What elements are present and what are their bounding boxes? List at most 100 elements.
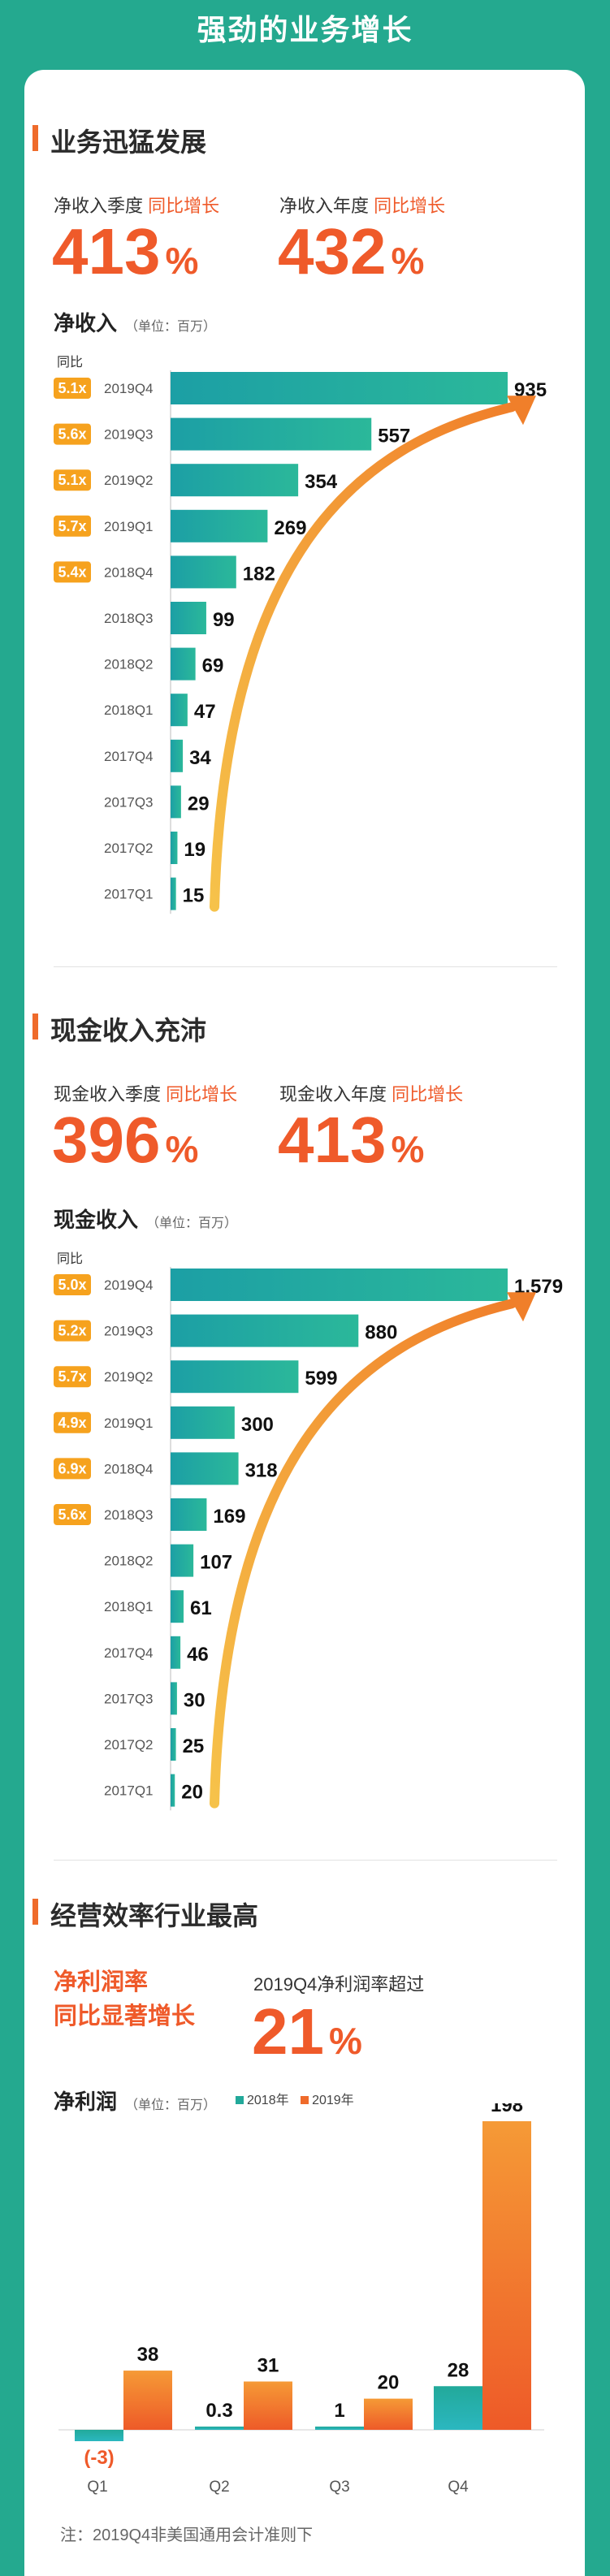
value-label: 198	[491, 2103, 523, 2116]
category-label: Q4	[448, 2479, 469, 2496]
bar-2018	[315, 2427, 364, 2430]
value-label: 28	[448, 2359, 469, 2381]
chart1-unit: （单位：百万）	[125, 320, 217, 334]
legend-2018-swatch	[236, 2096, 244, 2104]
bar-2018	[75, 2430, 123, 2441]
category-label: 2017Q1	[104, 887, 154, 902]
category-label: Q2	[209, 2479, 229, 2496]
page-title: 强劲的业务增长	[197, 13, 413, 46]
kpi2-year-number: 413	[278, 1104, 387, 1176]
value-label: 19	[184, 839, 205, 861]
chart1-title-text: 净收入	[54, 311, 118, 335]
yoy-badge	[54, 1504, 91, 1525]
bar	[171, 1498, 207, 1531]
margin-headline: 净利润率 同比显著增长	[54, 1965, 195, 2034]
kpi2-quarter-label-text: 现金收入季度	[54, 1084, 162, 1104]
category-label: 2019Q1	[104, 519, 154, 534]
yoy-badge	[54, 469, 91, 491]
value-label: 99	[213, 609, 235, 631]
category-label: Q3	[329, 2479, 349, 2496]
legend-2018-label: 2018年	[247, 2094, 289, 2107]
category-label: 2018Q1	[104, 1599, 154, 1614]
category-label: 2018Q4	[104, 1461, 154, 1476]
value-label: 0.3	[205, 2400, 232, 2422]
category-label: 2018Q2	[104, 1554, 154, 1569]
value-label: 269	[274, 517, 306, 539]
kpi-year-label: 净收入年度 同比增长	[279, 192, 445, 218]
category-label: 2017Q2	[104, 1737, 154, 1753]
bar	[171, 464, 299, 497]
category-label: 2019Q4	[104, 1277, 154, 1293]
value-label: 169	[213, 1506, 245, 1528]
yoy-badge	[54, 378, 91, 399]
section-divider	[54, 966, 557, 967]
bar-2019	[482, 2121, 531, 2430]
bar	[171, 1544, 194, 1577]
value-label: 31	[257, 2355, 279, 2377]
kpi-quarter-number: 413	[52, 215, 161, 287]
bar-2019	[364, 2398, 413, 2430]
value-label: (-3)	[84, 2447, 114, 2469]
category-label: 2018Q2	[104, 657, 154, 672]
value-label: 15	[183, 885, 205, 907]
yoy-badge	[54, 1411, 91, 1433]
yoy-badge	[54, 561, 91, 583]
category-label: 2019Q2	[104, 473, 154, 488]
section-title-cash: 现金收入充沛	[50, 1016, 207, 1045]
percent-sign: %	[165, 1128, 199, 1170]
value-label: 599	[305, 1368, 337, 1390]
value-label: 20	[181, 1782, 203, 1804]
chart2-title-text: 现金收入	[54, 1208, 139, 1232]
yoy-badge-label: 5.2x	[58, 1323, 86, 1339]
bar	[171, 647, 196, 681]
bar	[171, 1774, 175, 1807]
value-label: 34	[189, 747, 211, 769]
kpi2-year-value: 413%	[278, 1108, 424, 1173]
percent-sign: %	[391, 240, 425, 282]
yoy-badge-label: 5.6x	[58, 426, 86, 443]
yoy-badge-label: 6.9x	[58, 1460, 86, 1476]
section-accent-bar	[32, 1899, 38, 1925]
chart1-title: 净收入 （单位：百万）	[54, 307, 216, 337]
value-label: 20	[378, 2372, 400, 2394]
yoy-badge	[54, 423, 91, 445]
kpi2-quarter-number: 396	[52, 1104, 161, 1176]
bar-2018	[195, 2427, 244, 2430]
value-label: 107	[200, 1552, 232, 1574]
bar	[171, 1636, 181, 1669]
bar	[171, 785, 181, 819]
yoy-badge-label: 5.1x	[58, 472, 86, 488]
value-label: 182	[243, 563, 275, 585]
percent-sign: %	[165, 240, 199, 282]
kpi-year-value: 432%	[278, 219, 424, 284]
margin-headline-line2: 同比显著增长	[54, 2003, 196, 2029]
yoy-badge-label: 5.1x	[58, 380, 86, 396]
category-label: Q1	[87, 2479, 107, 2496]
value-label: 354	[305, 471, 338, 493]
section-title-business: 业务迅猛发展	[50, 128, 207, 157]
bar	[171, 602, 206, 634]
bar	[171, 1406, 235, 1439]
chart2-yoy-header: 同比	[57, 1252, 84, 1266]
bar-2019	[123, 2371, 172, 2430]
value-label: 69	[202, 655, 224, 677]
category-label: 2017Q3	[104, 794, 154, 810]
kpi-year-label-text: 净收入年度	[279, 196, 370, 216]
bar	[171, 739, 184, 772]
value-label: 38	[137, 2344, 159, 2366]
value-label: 30	[184, 1689, 205, 1711]
margin-headline-line1: 净利润率	[54, 1969, 149, 1995]
bar	[171, 1269, 508, 1301]
value-label: 61	[190, 1597, 212, 1619]
category-label: 2019Q4	[104, 381, 154, 396]
kpi-quarter-value: 413%	[52, 219, 198, 284]
bar	[171, 1590, 184, 1623]
kpi-quarter-label: 净收入季度 同比增长	[54, 192, 219, 218]
bar-2019	[244, 2381, 292, 2430]
category-label: 2017Q2	[104, 841, 154, 856]
bar	[171, 694, 188, 727]
value-label: 318	[245, 1459, 278, 1481]
growth-arrow	[210, 1299, 517, 1809]
margin-kpi-value: 21%	[252, 1999, 362, 2064]
yoy-badge-label: 5.7x	[58, 518, 86, 534]
